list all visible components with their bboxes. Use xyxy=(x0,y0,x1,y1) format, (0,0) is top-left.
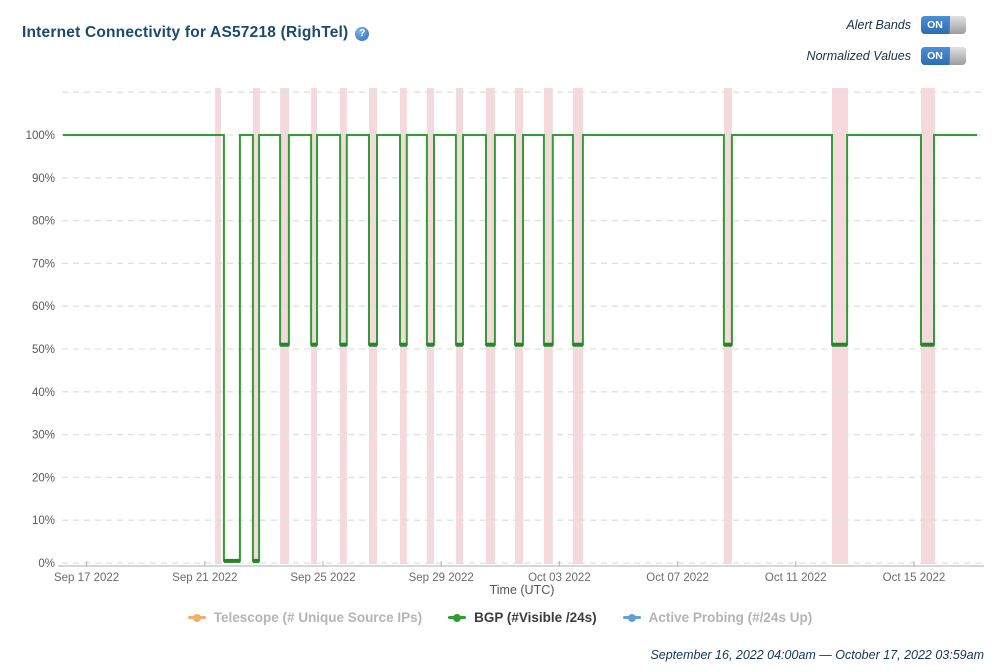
alert-bands xyxy=(215,88,935,564)
legend-item-2[interactable]: Active Probing (#/24s Up) xyxy=(622,610,813,625)
normalized-values-toggle-state: ON xyxy=(921,47,949,65)
time-range-label: September 16, 2022 04:00am — October 17,… xyxy=(650,648,984,662)
svg-text:50%: 50% xyxy=(32,344,55,356)
svg-text:Sep 29 2022: Sep 29 2022 xyxy=(409,572,474,584)
svg-text:Sep 21 2022: Sep 21 2022 xyxy=(172,572,237,584)
legend-item-label: Telescope (# Unique Source IPs) xyxy=(213,610,423,625)
svg-text:Sep 17 2022: Sep 17 2022 xyxy=(54,572,119,584)
legend-item-label: Active Probing (#/24s Up) xyxy=(648,610,813,625)
svg-text:100%: 100% xyxy=(26,130,55,142)
bgp-line xyxy=(62,134,978,563)
svg-text:Oct 03 2022: Oct 03 2022 xyxy=(528,572,591,584)
legend-item-0[interactable]: Telescope (# Unique Source IPs) xyxy=(187,610,423,625)
normalized-values-label: Normalized Values xyxy=(806,49,911,63)
y-axis-labels: 0% 10% 20% 30% 40% 50% 60% 70% 80% 90% 100% xyxy=(26,130,55,570)
x-axis-title: Time (UTC) xyxy=(490,583,555,597)
alert-bands-control: Alert Bands ON xyxy=(807,16,966,34)
normalized-values-control: Normalized Values ON xyxy=(807,47,966,65)
svg-text:90%: 90% xyxy=(32,173,55,185)
legend-marker-icon xyxy=(622,613,641,622)
svg-text:40%: 40% xyxy=(32,387,55,399)
alert-bands-toggle[interactable]: ON xyxy=(921,16,966,34)
page-title-text: Internet Connectivity for AS57218 (RighT… xyxy=(22,24,349,41)
svg-text:80%: 80% xyxy=(32,216,55,228)
connectivity-chart[interactable]: 0% 10% 20% 30% 40% 50% 60% 70% 80% 90% 100% Sep 17 … xyxy=(0,80,1000,600)
svg-text:10%: 10% xyxy=(32,515,55,527)
alert-bands-toggle-knob xyxy=(949,16,966,34)
legend: Telescope (# Unique Source IPs) BGP (#Vis… xyxy=(0,610,1000,625)
svg-text:70%: 70% xyxy=(32,258,55,270)
legend-item-label: BGP (#Visible /24s) xyxy=(474,610,597,625)
svg-text:30%: 30% xyxy=(32,430,55,442)
svg-text:Oct 07 2022: Oct 07 2022 xyxy=(646,572,709,584)
help-icon[interactable]: ? xyxy=(355,27,370,41)
legend-marker-icon xyxy=(448,613,467,622)
page-title: Internet Connectivity for AS57218 (RighT… xyxy=(22,24,370,42)
legend-item-1[interactable]: BGP (#Visible /24s) xyxy=(448,610,597,625)
normalized-values-toggle[interactable]: ON xyxy=(921,47,966,65)
svg-text:Oct 11 2022: Oct 11 2022 xyxy=(765,572,827,584)
x-axis-labels: Sep 17 2022 Sep 21 2022 Sep 25 2022 Sep 29 … xyxy=(54,572,945,584)
x-axis xyxy=(58,561,984,567)
svg-text:20%: 20% xyxy=(32,472,55,484)
svg-text:60%: 60% xyxy=(32,301,55,313)
chart-controls: Alert Bands ON Normalized Values ON xyxy=(807,16,966,65)
chart-area: 0% 10% 20% 30% 40% 50% 60% 70% 80% 90% 100% Sep 17 … xyxy=(0,80,1000,600)
svg-text:0%: 0% xyxy=(38,558,55,570)
legend-marker-icon xyxy=(187,613,206,622)
svg-text:Sep 25 2022: Sep 25 2022 xyxy=(290,572,355,584)
normalized-values-toggle-knob xyxy=(949,47,966,65)
alert-bands-toggle-state: ON xyxy=(921,16,949,34)
svg-text:Oct 15 2022: Oct 15 2022 xyxy=(883,572,946,584)
alert-bands-label: Alert Bands xyxy=(846,18,911,32)
